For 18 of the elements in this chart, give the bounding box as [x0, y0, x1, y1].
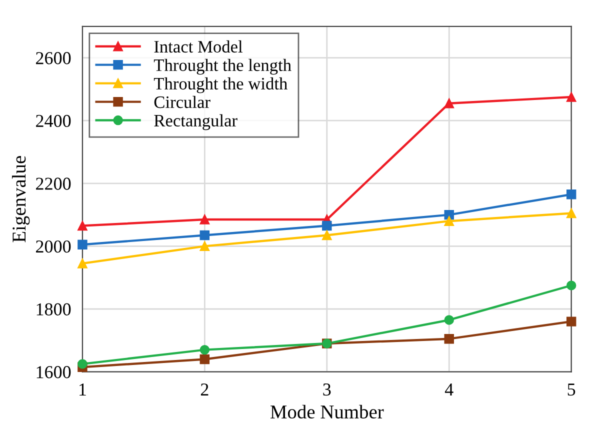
legend-label: Throught the length	[154, 58, 292, 75]
y-tick-label: 2200	[36, 178, 71, 190]
legend-label: Rectangular	[154, 114, 238, 130]
y-tick-label: 1800	[36, 303, 71, 316]
x-tick-label: 1	[80, 384, 86, 396]
y-tick-label: 1600	[36, 366, 71, 378]
legend-label: Intact Model	[154, 40, 242, 53]
y-tick-label: 2400	[36, 114, 71, 128]
x-tick-label: 2	[200, 383, 208, 396]
x-tick-label: 4	[444, 384, 454, 396]
legend-label: Circular	[154, 96, 210, 108]
x-tick-label: 3	[323, 383, 331, 396]
legend-label: Throught the width	[154, 77, 288, 94]
x-tick-label: 5	[568, 384, 576, 396]
y-tick-label: 2600	[36, 52, 71, 64]
y-tick-label: 2000	[36, 240, 71, 253]
x-axis-title: Mode Number	[270, 404, 384, 419]
y-axis-title: Eigenvalue	[12, 156, 30, 242]
